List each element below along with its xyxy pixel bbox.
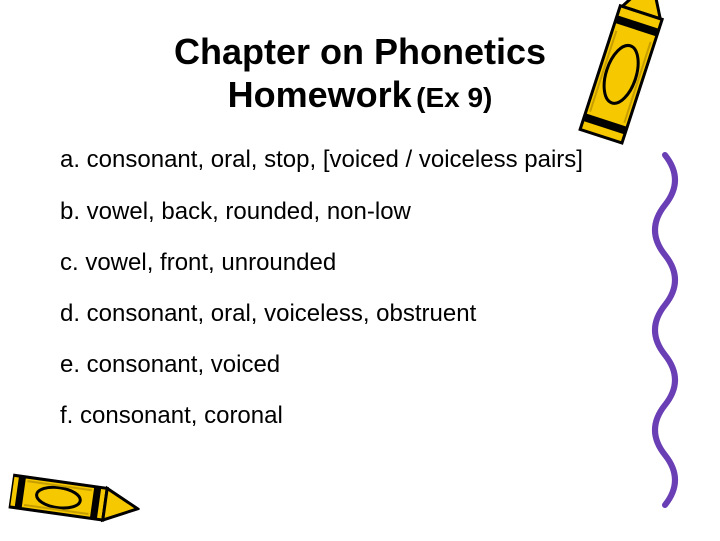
list-item: a. consonant, oral, stop, [voiced / voic… <box>60 144 660 175</box>
list-item: f. consonant, coronal <box>60 400 660 431</box>
crayon-icon <box>560 0 690 158</box>
list-item: b. vowel, back, rounded, non-low <box>60 196 660 227</box>
squiggle-decoration <box>640 150 690 515</box>
crayon-icon <box>6 463 143 541</box>
title-main-word: Homework <box>228 74 412 115</box>
slide-container: Chapter on Phonetics Homework (Ex 9) a. … <box>0 0 720 540</box>
title-line-1: Chapter on Phonetics <box>120 30 600 73</box>
list-item: c. vowel, front, unrounded <box>60 247 660 278</box>
homework-list: a. consonant, oral, stop, [voiced / voic… <box>60 144 660 431</box>
list-item: d. consonant, oral, voiceless, obstruent <box>60 298 660 329</box>
list-item: e. consonant, voiced <box>60 349 660 380</box>
title-subtext: (Ex 9) <box>416 82 492 113</box>
title-line-2: Homework (Ex 9) <box>120 73 600 116</box>
slide-title: Chapter on Phonetics Homework (Ex 9) <box>120 30 600 116</box>
